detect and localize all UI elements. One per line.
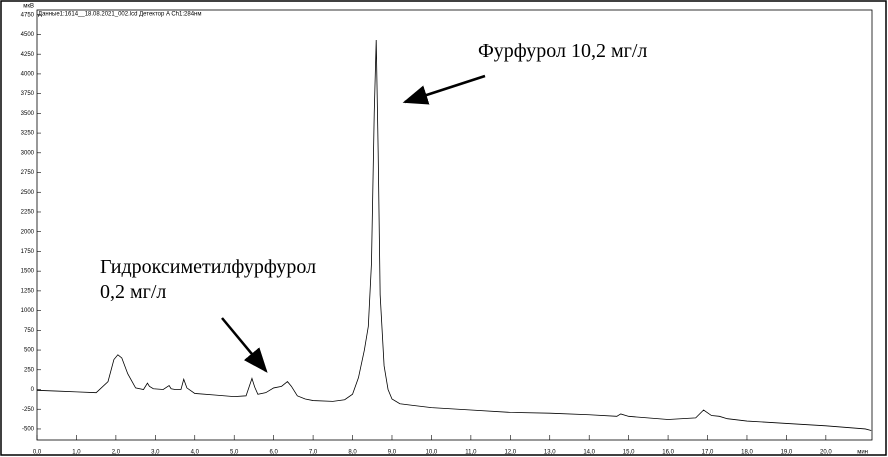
y-tick-label: 250 [24, 367, 35, 373]
annotation: Гидроксиметилфурфурол [100, 256, 316, 278]
y-tick-label: 3000 [21, 150, 35, 156]
y-tick-label: 3750 [21, 91, 35, 97]
y-tick-label: 3250 [21, 131, 35, 137]
arrow [221, 317, 268, 373]
x-tick-label: 3,0 [151, 450, 160, 456]
chromatogram-line [36, 39, 872, 431]
y-tick-label: 2000 [21, 229, 35, 235]
x-tick-label: 4,0 [191, 450, 200, 456]
y-tick-label: 4750 [21, 12, 35, 18]
arrow [402, 74, 486, 105]
y-tick-label: 1000 [21, 308, 35, 314]
x-tick-label: 19,0 [781, 450, 793, 456]
y-tick-label: -500 [22, 427, 35, 433]
x-tick-label: 16,0 [662, 450, 674, 456]
x-tick-label: 7,0 [309, 450, 318, 456]
y-tick-label: -250 [22, 407, 35, 413]
x-tick-label: 8,0 [348, 450, 357, 456]
x-tick-label: 11,0 [465, 450, 477, 456]
y-tick-label: 4000 [21, 71, 35, 77]
y-unit: мкВ [23, 4, 34, 10]
x-unit: мин [857, 450, 868, 456]
x-tick-label: 1,0 [72, 450, 81, 456]
x-tick-label: 0,0 [33, 450, 42, 456]
x-tick-label: 9,0 [388, 450, 397, 456]
x-tick-label: 17,0 [702, 450, 714, 456]
y-tick-label: 3500 [21, 111, 35, 117]
annotation: 0,2 мг/л [100, 281, 166, 303]
y-tick-label: 4500 [21, 32, 35, 38]
y-tick-label: 1250 [21, 288, 35, 294]
y-tick-label: 2750 [21, 170, 35, 176]
subtitle: Данные1:1614__18.08.2021_002.lcd Детекто… [38, 12, 201, 18]
y-tick-label: 2250 [21, 210, 35, 216]
plot-area [36, 9, 873, 441]
x-tick-label: 6,0 [269, 450, 278, 456]
x-tick-label: 13,0 [544, 450, 556, 456]
x-tick-label: 15,0 [623, 450, 635, 456]
x-tick-label: 5,0 [230, 450, 239, 456]
x-tick-label: 10,0 [426, 450, 438, 456]
y-tick-label: 2500 [21, 190, 35, 196]
x-tick-label: 14,0 [583, 450, 595, 456]
y-tick-label: 1500 [21, 269, 35, 275]
y-tick-label: 0 [31, 387, 35, 393]
y-tick-label: 500 [24, 348, 35, 354]
x-tick-label: 20,0 [820, 450, 832, 456]
y-tick-label: 750 [24, 328, 35, 334]
x-tick-label: 12,0 [504, 450, 516, 456]
x-tick-label: 18,0 [741, 450, 753, 456]
annotation: Фурфурол 10,2 мг/л [478, 40, 647, 62]
x-tick-label: 2,0 [112, 450, 121, 456]
y-tick-label: 1750 [21, 249, 35, 255]
y-tick-label: 4250 [21, 52, 35, 58]
